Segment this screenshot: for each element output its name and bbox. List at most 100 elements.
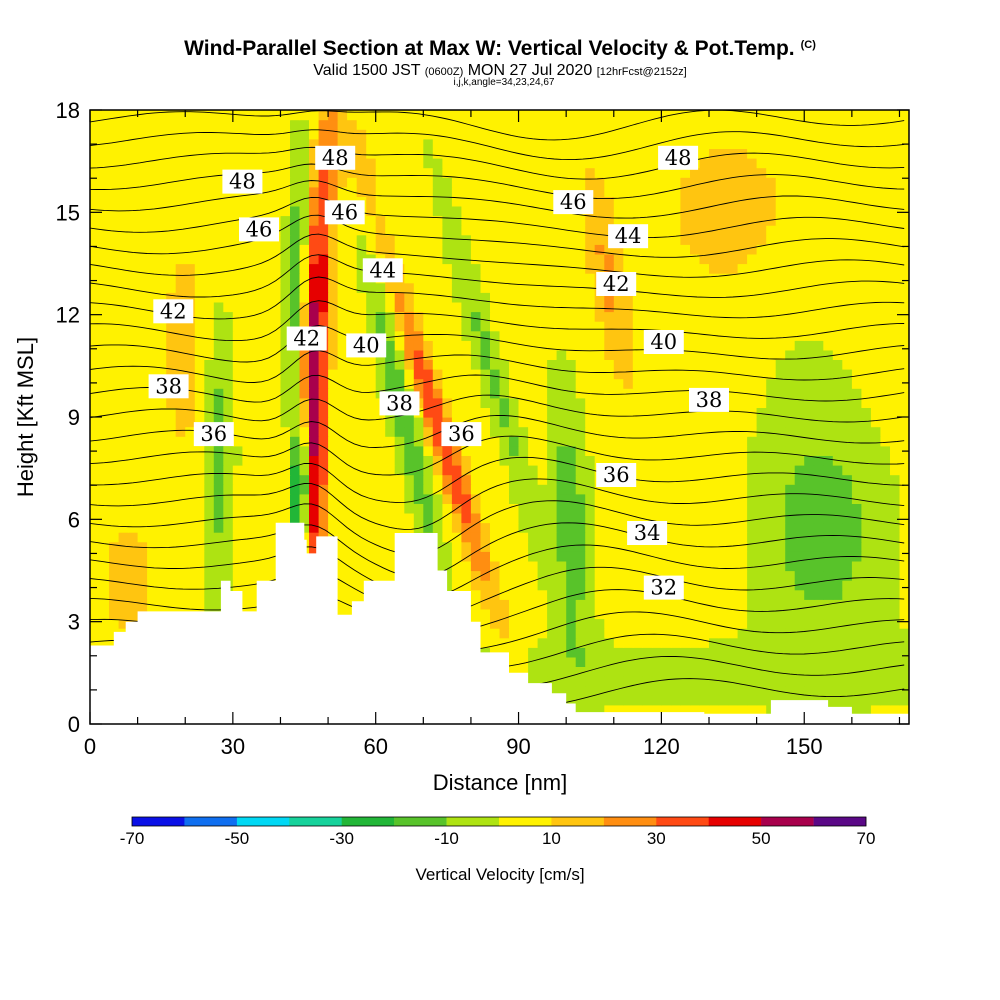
velocity-cell	[699, 676, 710, 687]
velocity-cell	[423, 225, 434, 236]
velocity-cell	[99, 407, 110, 418]
velocity-cell	[632, 215, 643, 226]
velocity-cell	[585, 493, 596, 504]
velocity-cell	[99, 397, 110, 408]
velocity-cell	[223, 292, 234, 303]
velocity-cell	[480, 570, 491, 581]
velocity-cell	[832, 656, 843, 667]
velocity-cell	[728, 628, 739, 639]
velocity-cell	[337, 436, 348, 447]
velocity-cell	[423, 349, 434, 360]
velocity-cell	[451, 522, 462, 533]
velocity-cell	[813, 282, 824, 293]
velocity-cell	[309, 263, 320, 274]
velocity-cell	[775, 244, 786, 255]
velocity-cell	[232, 349, 243, 360]
velocity-cell	[709, 512, 720, 524]
velocity-cell	[642, 656, 653, 667]
velocity-cell	[832, 369, 843, 380]
velocity-cell	[337, 292, 348, 303]
velocity-cell	[899, 397, 909, 408]
velocity-cell	[585, 177, 596, 188]
velocity-cell	[690, 234, 701, 245]
velocity-cell	[166, 532, 177, 543]
chart-subtitle: Valid 1500 JST (0600Z) MON 27 Jul 2020 […	[313, 62, 687, 79]
velocity-cell	[375, 359, 386, 370]
velocity-cell	[137, 340, 148, 351]
velocity-cell	[861, 378, 872, 389]
velocity-cell	[499, 263, 510, 274]
velocity-cell	[251, 263, 262, 274]
velocity-cell	[651, 273, 662, 284]
velocity-cell	[709, 301, 720, 313]
velocity-cell	[737, 234, 748, 245]
velocity-cell	[813, 656, 824, 667]
velocity-cell	[318, 225, 329, 236]
velocity-cell	[90, 330, 101, 341]
velocity-cell	[442, 407, 453, 418]
velocity-cell	[575, 445, 586, 456]
velocity-cell	[232, 541, 243, 552]
velocity-cell	[604, 580, 615, 591]
velocity-cell	[728, 330, 739, 341]
velocity-cell	[99, 369, 110, 380]
velocity-cell	[318, 253, 329, 265]
velocity-cell	[128, 512, 139, 524]
velocity-cell	[632, 484, 643, 495]
velocity-cell	[756, 215, 767, 226]
velocity-cell	[451, 388, 462, 399]
velocity-cell	[785, 532, 796, 543]
velocity-cell	[632, 589, 643, 600]
velocity-cell	[594, 445, 605, 456]
velocity-cell	[442, 445, 453, 456]
velocity-cell	[813, 512, 824, 524]
velocity-cell	[194, 599, 205, 610]
velocity-cell	[251, 570, 262, 581]
velocity-cell	[185, 580, 196, 591]
velocity-cell	[870, 244, 881, 255]
velocity-cell	[766, 426, 777, 437]
velocity-cell	[385, 493, 396, 504]
velocity-cell	[109, 436, 120, 447]
velocity-cell	[518, 493, 529, 504]
velocity-cell	[823, 244, 834, 255]
velocity-cell	[337, 589, 348, 600]
velocity-cell	[728, 234, 739, 245]
velocity-cell	[118, 465, 129, 476]
velocity-cell	[109, 417, 120, 428]
velocity-cell	[756, 608, 767, 620]
velocity-cell	[566, 695, 577, 706]
velocity-cell	[547, 560, 558, 572]
velocity-cell	[709, 234, 720, 245]
velocity-cell	[156, 186, 167, 197]
velocity-cell	[670, 695, 681, 706]
velocity-cell	[766, 282, 777, 293]
velocity-cell	[585, 465, 596, 476]
velocity-cell	[470, 186, 481, 197]
velocity-cell	[509, 167, 520, 178]
velocity-cell	[518, 282, 529, 293]
velocity-cell	[880, 666, 891, 677]
velocity-cell	[509, 608, 520, 620]
velocity-cell	[299, 359, 310, 370]
velocity-cell	[328, 388, 339, 399]
velocity-cell	[890, 186, 901, 197]
velocity-cell	[890, 512, 901, 524]
velocity-cell	[870, 637, 881, 648]
velocity-cell	[813, 349, 824, 360]
velocity-cell	[880, 637, 891, 648]
velocity-cell	[566, 215, 577, 226]
velocity-cell	[270, 292, 281, 303]
velocity-cell	[794, 551, 805, 562]
velocity-cell	[175, 244, 186, 255]
velocity-cell	[166, 570, 177, 581]
velocity-cell	[766, 656, 777, 667]
velocity-cell	[775, 321, 786, 332]
velocity-cell	[594, 656, 605, 667]
velocity-cell	[118, 321, 129, 332]
velocity-cell	[375, 292, 386, 303]
velocity-cell	[147, 503, 158, 514]
velocity-cell	[223, 474, 234, 485]
velocity-cell	[299, 522, 310, 533]
velocity-cell	[309, 445, 320, 456]
